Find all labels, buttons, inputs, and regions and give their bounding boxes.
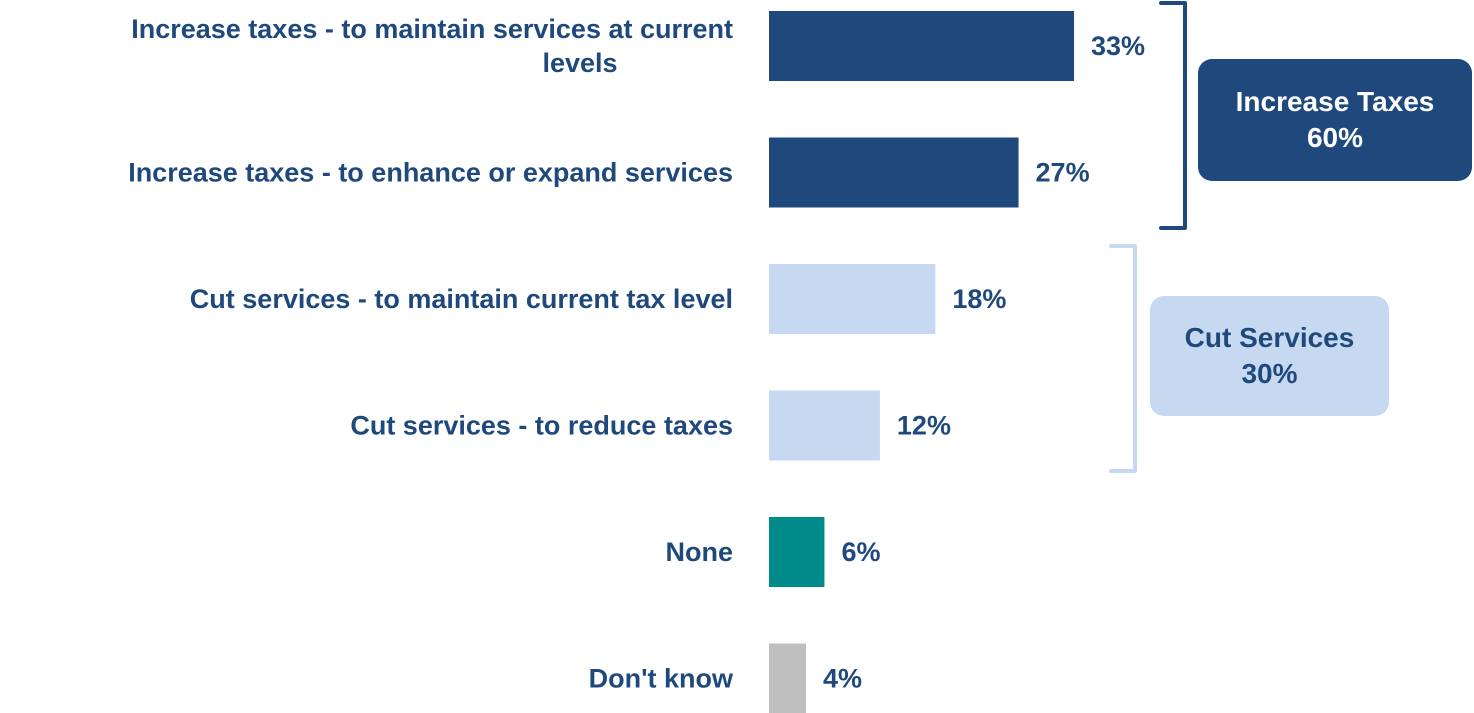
category-label-0: Increase taxes - to maintain services at… [131, 14, 733, 78]
bracket-cut-services [1109, 244, 1137, 473]
bar-5 [769, 643, 806, 713]
value-label-0: 33% [1091, 31, 1145, 61]
bar-2 [769, 264, 936, 334]
group-value-increase-taxes: 60% [1306, 122, 1364, 153]
value-label-4: 6% [841, 537, 880, 567]
bars-layer: Increase taxes - to maintain services at… [128, 11, 1145, 713]
value-label-1: 27% [1036, 158, 1090, 188]
bar-4 [769, 517, 825, 587]
group-label-cut-services: Cut Services [1184, 322, 1355, 353]
value-label-2: 18% [952, 284, 1006, 314]
category-label-3: Cut services - to reduce taxes [350, 411, 733, 441]
group-box-increase-taxes: Increase Taxes 60% [1198, 59, 1472, 181]
group-box-cut-services: Cut Services 30% [1150, 296, 1389, 416]
bracket-increase-taxes [1159, 1, 1187, 230]
bar-0 [769, 11, 1074, 81]
brackets-layer [1109, 1, 1187, 473]
value-label-5: 4% [823, 664, 862, 694]
category-label-2: Cut services - to maintain current tax l… [190, 284, 733, 314]
group-label-increase-taxes: Increase Taxes [1235, 86, 1435, 117]
category-label-4: None [666, 537, 734, 567]
category-label-5: Don't know [589, 664, 734, 694]
value-label-3: 12% [897, 411, 951, 441]
bar-1 [769, 137, 1019, 208]
category-label-1: Increase taxes - to enhance or expand se… [128, 158, 733, 188]
group-value-cut-services: 30% [1241, 358, 1298, 389]
bar-3 [769, 390, 880, 461]
